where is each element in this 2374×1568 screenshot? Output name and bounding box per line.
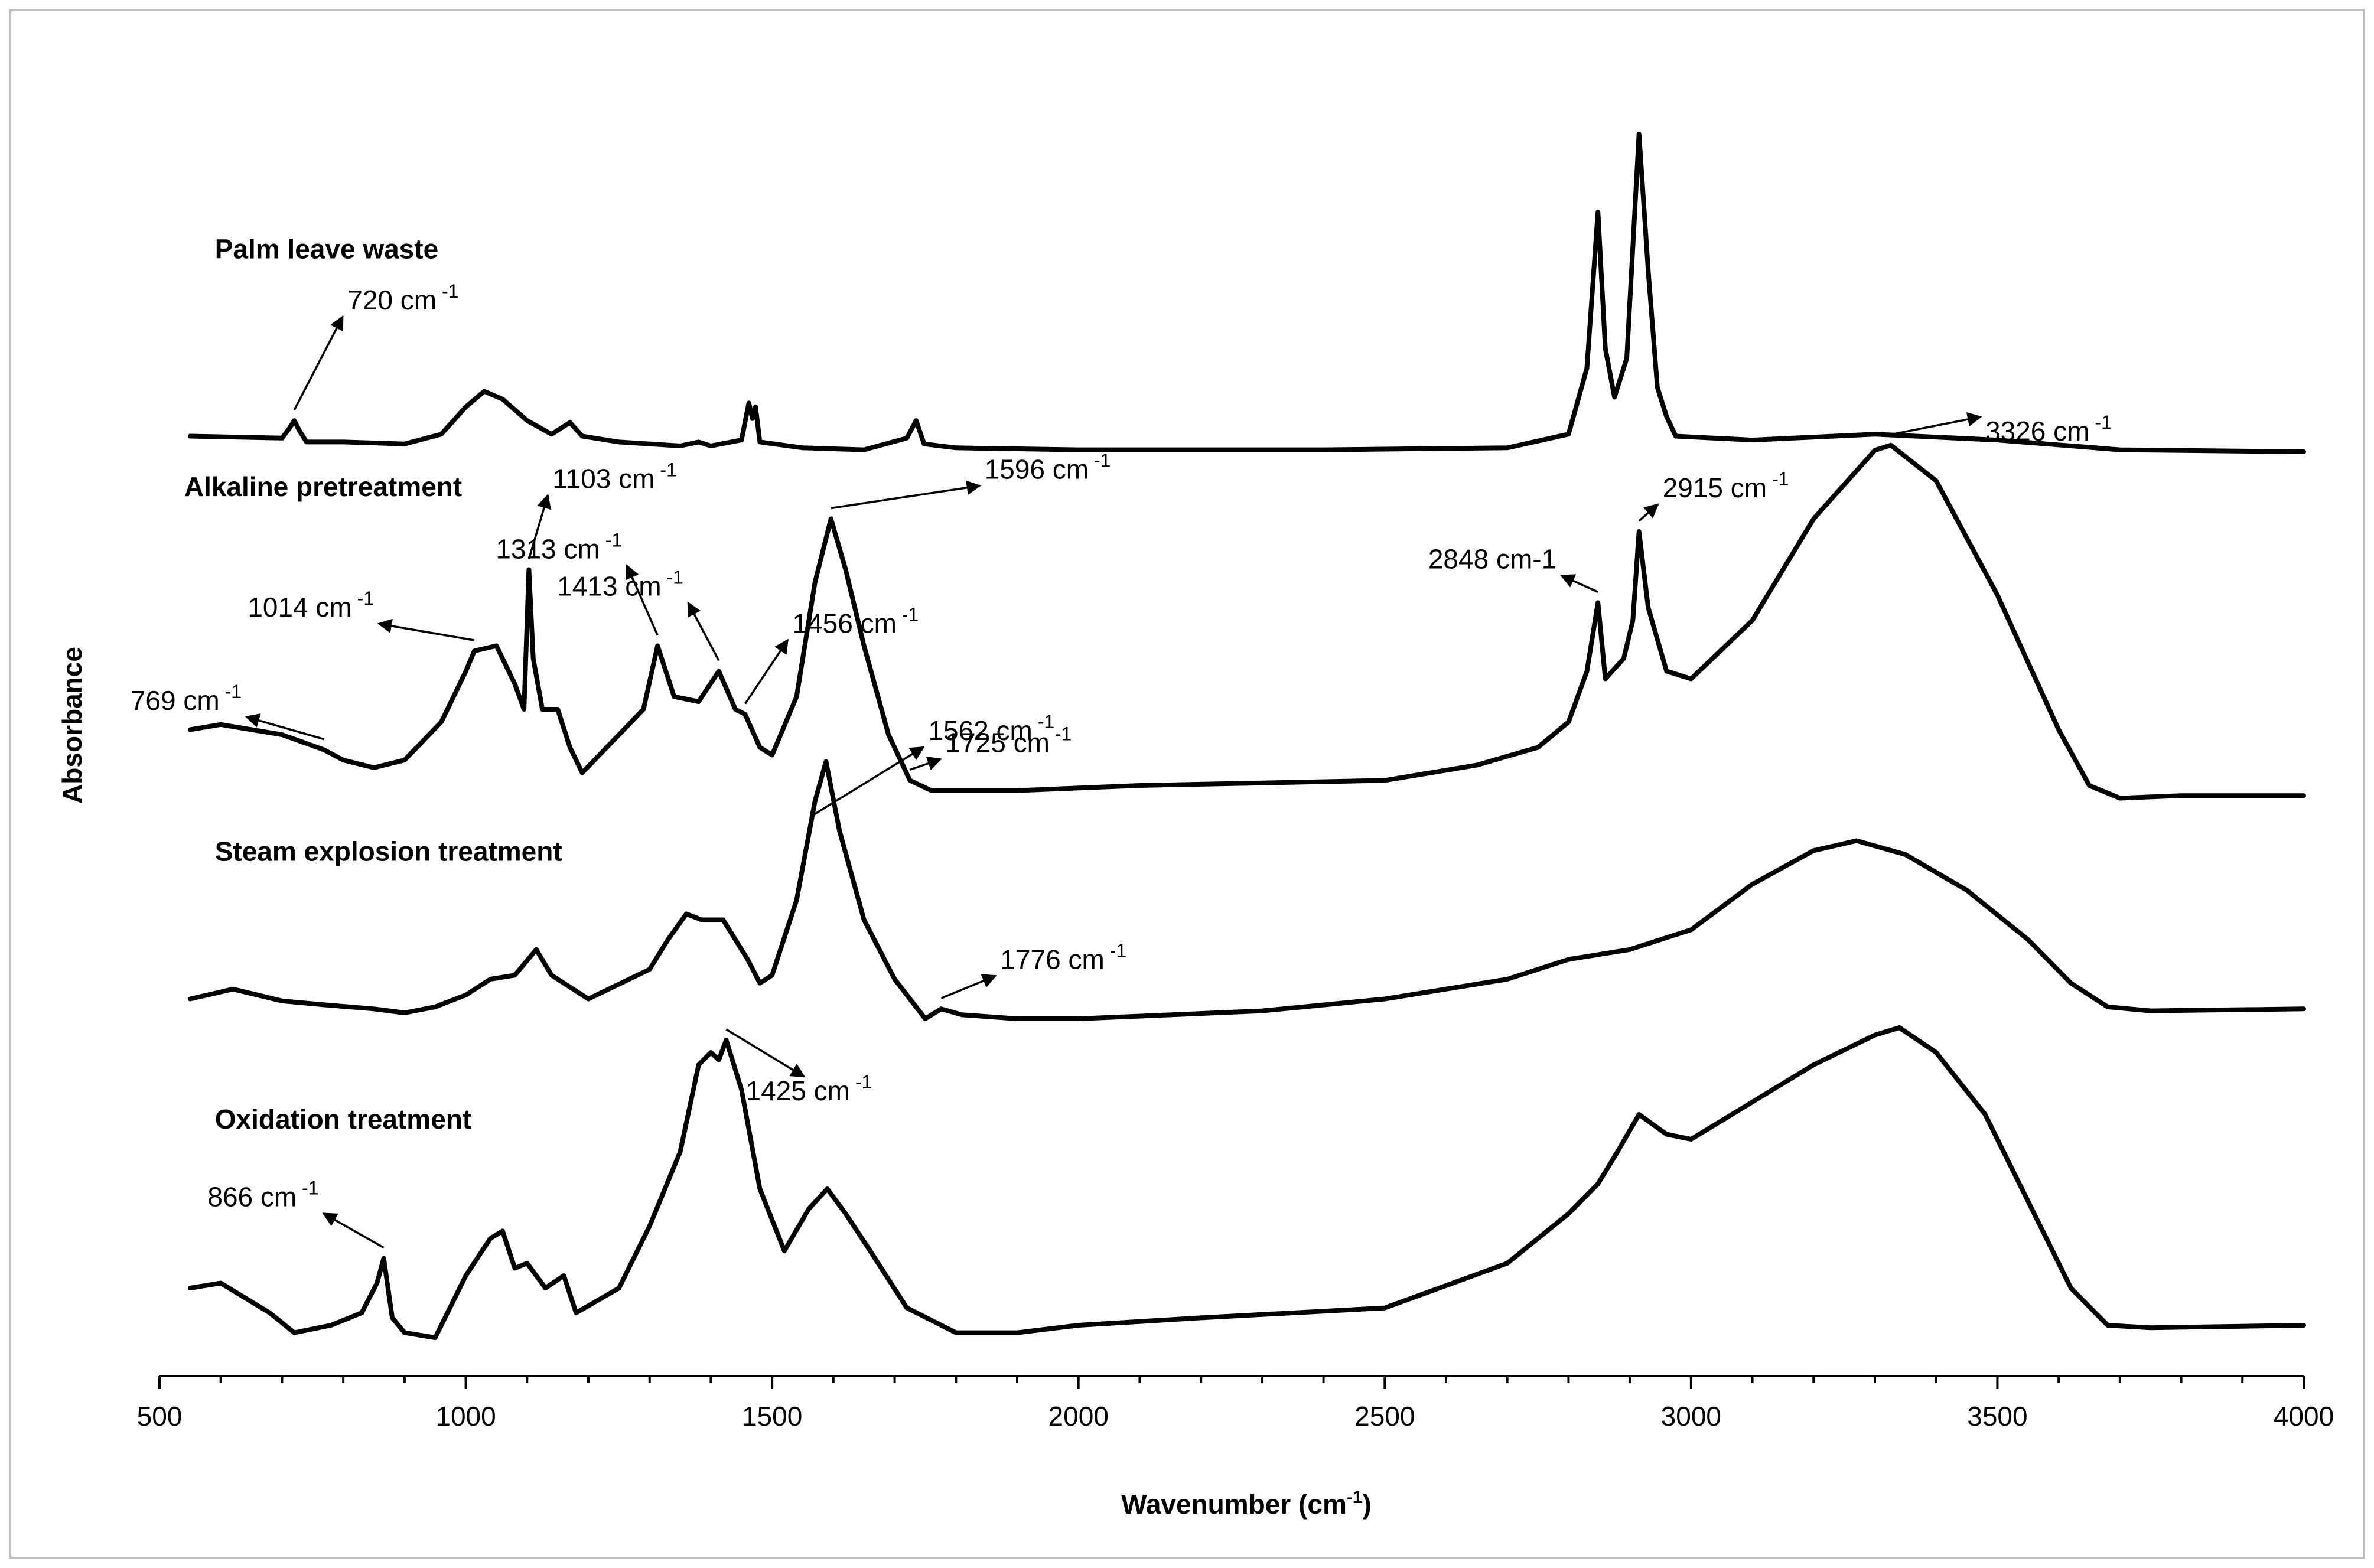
spectra-group [187,132,2306,1340]
spectrum-line-3 [187,759,2306,1021]
peak-arrow-7 [377,618,475,641]
peak-arrow-13 [909,757,942,771]
peak-label-15: 1425 cm -1 [746,1071,872,1106]
peak-label-16: 866 cm -1 [207,1178,318,1212]
spectrum-line-4 [187,1025,2306,1340]
peak-arrow-16 [322,1212,385,1249]
peak-label-6: 1313 cm -1 [496,530,622,565]
x-tick-label-500: 500 [137,1401,183,1432]
series-label-2: Alkaline pretreatment [184,471,462,502]
peak-arrow-2 [527,494,551,559]
peak-arrow-3 [744,638,789,705]
peak-label-13: 1725 cm -1 [946,723,1072,758]
x-axis-title-sup: -1 [1347,1488,1363,1507]
peak-label-4: 1596 cm -1 [985,450,1111,485]
peak-label-7: 1014 cm -1 [248,588,374,622]
peak-arrow-10 [1638,503,1659,522]
peak-arrow-4 [831,480,982,510]
peak-label-9: 2848 cm-1 [1428,543,1556,574]
peak-label-10: 2915 cm -1 [1663,468,1789,503]
x-axis: 500 1000 1500 2000 2500 3000 3500 4000 [137,1375,2334,1432]
peak-arrow-1 [293,315,344,410]
peak-arrow-6 [625,564,659,636]
peak-arrow-9 [1559,574,1598,593]
x-tick-label-2500: 2500 [1354,1401,1415,1432]
series-label-4: Oxidation treatment [215,1104,472,1135]
series-label-1: Palm leave waste [215,234,438,265]
series-label-3: Steam explosion treatment [215,836,562,866]
x-axis-title: Wavenumber (cm-1) [1121,1488,1372,1520]
peak-arrow-11 [1890,412,1982,436]
peak-arrow-14 [940,974,997,999]
x-tick-label-3000: 3000 [1661,1401,1721,1432]
x-tick-label-1000: 1000 [435,1401,496,1432]
x-axis-title-base: Wavenumber (cm [1121,1489,1347,1520]
peak-label-1: 720 cm -1 [347,281,458,315]
series-labels-group: Palm leave waste Alkaline pretreatment Ste… [184,234,562,1135]
x-tick-label-1500: 1500 [742,1401,802,1432]
peak-label-14: 1776 cm -1 [1000,940,1126,974]
peak-arrow-5 [687,601,720,661]
peak-annotations-group: 720 cm -1 1103 cm -1 1456 cm -1 1596 cm -1 1… [131,281,2112,1249]
peak-label-12: 1562 cm -1 [928,711,1054,746]
x-tick-label-4000: 4000 [2274,1401,2334,1432]
peak-label-11: 3326 cm -1 [1985,412,2112,446]
x-tick-label-3500: 3500 [1967,1401,2027,1432]
spectrum-line-2 [187,442,2306,801]
spectrum-line-1 [187,132,2306,454]
peak-label-5: 1413 cm -1 [557,567,683,602]
peak-arrow-12 [809,746,925,818]
peak-label-2: 1103 cm -1 [552,459,676,494]
x-tick-label-2000: 2000 [1048,1401,1109,1432]
peak-label-3: 1456 cm -1 [793,604,919,639]
peak-arrow-8 [245,713,325,741]
y-axis-title: Absorbance [57,647,87,804]
x-axis-title-tail: ) [1363,1489,1372,1520]
peak-label-8: 769 cm -1 [131,681,242,716]
peak-arrow-15 [725,1028,806,1078]
